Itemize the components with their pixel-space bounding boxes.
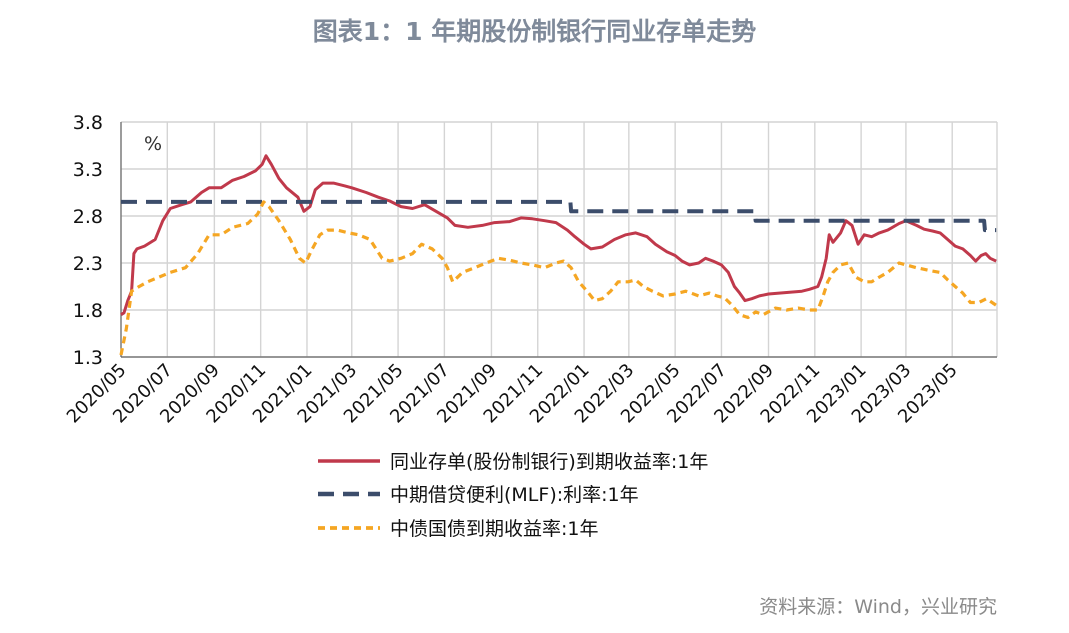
treasury-yield-line [119, 200, 998, 356]
y-tick-label: 1.3 [73, 347, 103, 369]
legend-item-mlf: 中期借贷便利(MLF):利率:1年 [318, 484, 639, 506]
legend-label: 同业存单(股份制银行)到期收益率:1年 [390, 451, 708, 473]
legend-label: 中期借贷便利(MLF):利率:1年 [390, 484, 639, 506]
source-note: 资料来源：Wind，兴业研究 [759, 596, 997, 618]
mlf-rate-line [121, 199, 997, 233]
legend-label: 中债国债到期收益率:1年 [390, 518, 599, 540]
unit-label: % [144, 133, 162, 155]
y-tick-label: 1.8 [73, 300, 103, 322]
y-tick-label: 2.8 [73, 206, 103, 228]
chart-title: 图表1：1 年期股份制银行同业存单走势 [312, 17, 757, 46]
legend-item-ncd: 同业存单(股份制银行)到期收益率:1年 [318, 451, 708, 473]
grid-lines [120, 121, 998, 358]
legend-item-treasury: 中债国债到期收益率:1年 [318, 518, 599, 540]
y-tick-label: 3.8 [73, 112, 103, 134]
legend: 同业存单(股份制银行)到期收益率:1年中期借贷便利(MLF):利率:1年中债国债… [318, 451, 708, 540]
x-axis: 2020/052020/072020/092020/112021/012021/… [63, 356, 997, 427]
ncd-yield-line [120, 154, 997, 316]
y-tick-label: 3.3 [73, 159, 103, 181]
y-axis: 3.8 3.3 2.8 2.3 1.8 1.3 [73, 112, 122, 369]
y-tick-label: 2.3 [73, 253, 103, 275]
series-lines [119, 154, 998, 356]
